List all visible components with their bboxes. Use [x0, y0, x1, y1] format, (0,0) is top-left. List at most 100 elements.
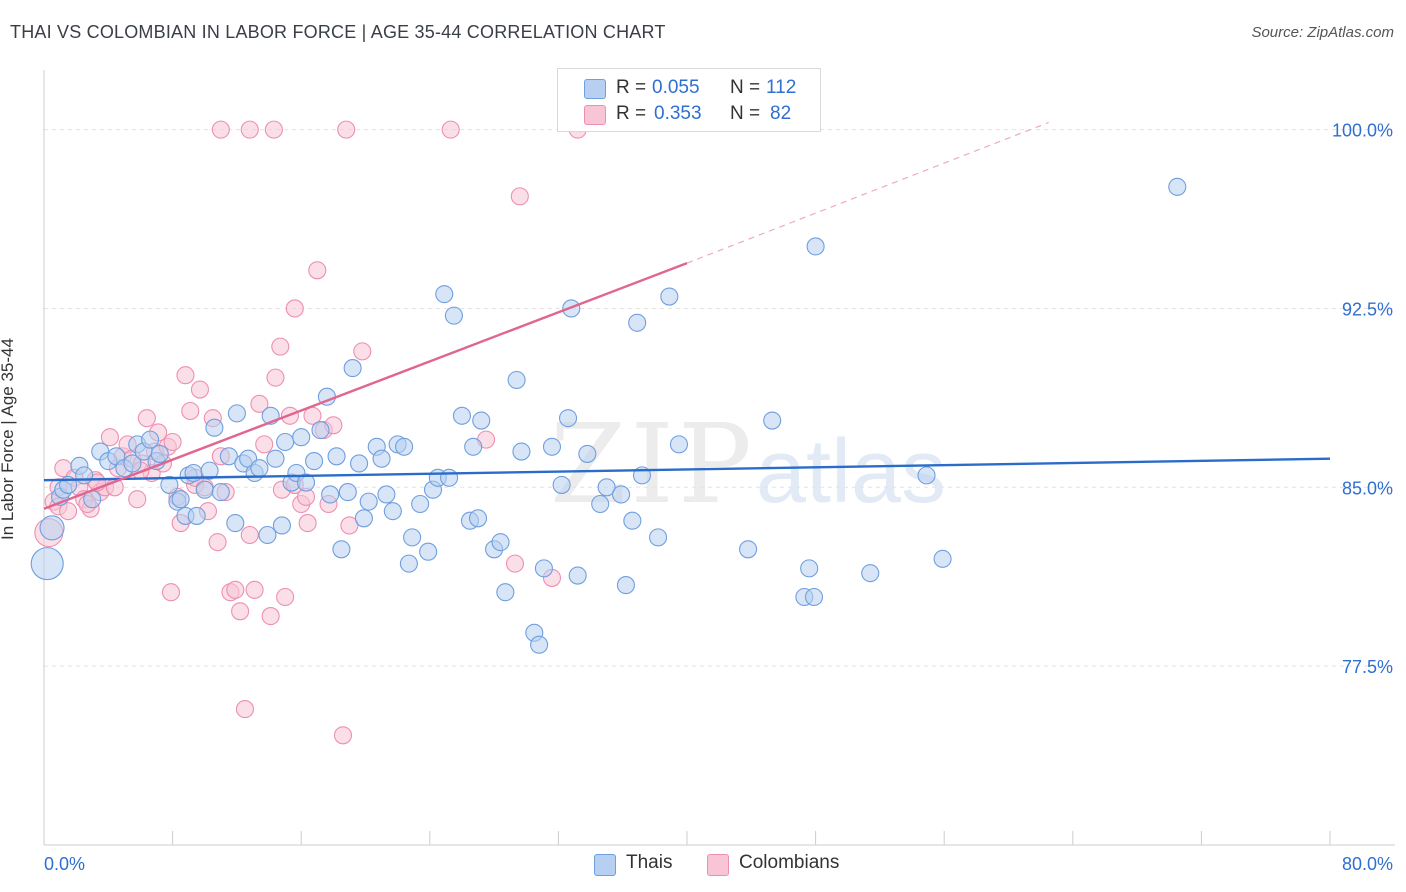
thais-point-75: [472, 411, 491, 430]
bottom-legend-label-colombians: Colombians: [739, 852, 840, 873]
thais-point-17: [150, 444, 169, 463]
thais-point-55: [359, 492, 378, 511]
colombians-point-32: [190, 380, 209, 399]
watermark: ZIPatlas: [550, 400, 946, 528]
colombians-point-30: [181, 401, 200, 421]
colombians-point-70: [510, 187, 529, 206]
thais-point-6: [75, 466, 94, 485]
colombians-point-45: [250, 394, 269, 413]
thais-point-1: [39, 515, 65, 541]
thais-point-71: [452, 406, 472, 425]
y-tick-label-0: 77.5%: [1342, 657, 1393, 677]
thais-point-29: [219, 447, 238, 466]
colombians-point-42: [235, 700, 254, 719]
thais-point-44: [296, 473, 316, 492]
thais-point-80: [512, 442, 531, 461]
thais-point-27: [205, 418, 224, 437]
colombians-point-63: [211, 120, 230, 139]
colombians-point-62: [353, 342, 372, 361]
legend-swatch-colombians: [584, 105, 606, 125]
colombians-point-41: [231, 602, 250, 621]
x-tick-label-0: 0.0%: [44, 854, 85, 874]
y-tick-label-2: 92.5%: [1342, 299, 1393, 319]
legend-n-value-colombians: 82: [770, 103, 792, 124]
thais-point-74: [468, 509, 488, 528]
thais-point-28: [211, 483, 230, 502]
thais-point-25: [195, 480, 214, 499]
colombians-point-49: [271, 337, 290, 356]
legend-r-value-colombians: 0.353: [654, 103, 702, 124]
thais-point-95: [628, 313, 647, 332]
thais-point-26: [200, 461, 219, 480]
thais-point-98: [660, 287, 679, 306]
thais-point-12: [123, 454, 142, 473]
thais-point-38: [266, 449, 285, 468]
thais-point-58: [377, 485, 396, 504]
thais-point-64: [411, 494, 430, 514]
thais-point-53: [350, 454, 369, 473]
legend-r-value-thais: 0.055: [652, 77, 700, 98]
thais-point-39: [272, 516, 291, 535]
thais-point-79: [507, 370, 526, 390]
thais-point-82: [530, 635, 549, 654]
colombians-point-18: [128, 490, 147, 509]
colombians-point-4: [59, 502, 78, 521]
chart-title: THAI VS COLOMBIAN IN LABOR FORCE | AGE 3…: [10, 22, 666, 42]
colombians-point-69: [505, 554, 525, 573]
thais-point-100: [739, 540, 758, 559]
colombians-point-44: [245, 580, 264, 599]
thais-point-92: [612, 485, 631, 504]
colombians-point-56: [308, 261, 327, 280]
thais-point-70: [444, 306, 463, 325]
thais-point-0: [30, 547, 64, 581]
thais-point-54: [354, 509, 373, 528]
bottom-legend-label-thais: Thais: [626, 852, 673, 873]
thais-point-59: [383, 502, 402, 521]
thais-point-97: [649, 528, 668, 547]
thais-point-93: [616, 576, 635, 595]
thais-point-45: [305, 452, 324, 471]
thais-point-31: [227, 404, 246, 423]
thais-point-18: [160, 475, 179, 494]
colombians-point-67: [441, 120, 460, 139]
thais-point-63: [403, 528, 422, 547]
thais-point-104: [804, 587, 824, 607]
colombians-point-50: [276, 587, 295, 607]
thais-point-78: [496, 583, 515, 602]
thais-point-49: [327, 447, 346, 466]
colombians-point-20: [137, 409, 156, 428]
thais-point-52: [343, 359, 362, 378]
correlation-legend: R = 0.055 N = 112 R = 0.353 N = 82: [557, 68, 821, 132]
colombians-point-26: [163, 432, 182, 452]
thais-point-89: [578, 444, 597, 463]
thais-point-40: [276, 432, 295, 452]
source-credit: Source: ZipAtlas.com: [1251, 24, 1394, 41]
colombians-point-12: [100, 428, 119, 447]
legend-n-label-colombians: N =: [730, 103, 761, 124]
thais-point-61: [395, 437, 414, 456]
thais-point-15: [141, 430, 160, 449]
thais-point-46: [311, 421, 330, 440]
legend-n-label-thais: N =: [730, 77, 761, 98]
colombians-trend-line: [43, 262, 688, 510]
legend-n-value-thais: 112: [766, 77, 797, 98]
thais-point-106: [861, 564, 880, 583]
thais-point-36: [258, 525, 277, 545]
bottom-legend-swatch-thais: [594, 854, 616, 876]
thais-point-20: [171, 490, 190, 509]
colombians-point-52: [285, 299, 304, 318]
thais-point-86: [558, 409, 578, 428]
bottom-legend-swatch-colombians: [707, 854, 729, 876]
legend-r-label-colombians: R =: [616, 103, 647, 124]
thais-point-105: [806, 237, 825, 256]
thais-point-109: [1168, 177, 1187, 196]
thais-point-103: [800, 559, 819, 578]
thais-point-101: [763, 411, 782, 430]
thais-point-62: [399, 554, 418, 573]
colombians-point-47: [261, 607, 280, 626]
thais-point-107: [917, 466, 936, 485]
y-tick-label-1: 85.0%: [1342, 478, 1393, 498]
thais-point-24: [187, 506, 206, 525]
colombians-point-48: [266, 368, 285, 387]
thais-point-50: [332, 540, 351, 559]
